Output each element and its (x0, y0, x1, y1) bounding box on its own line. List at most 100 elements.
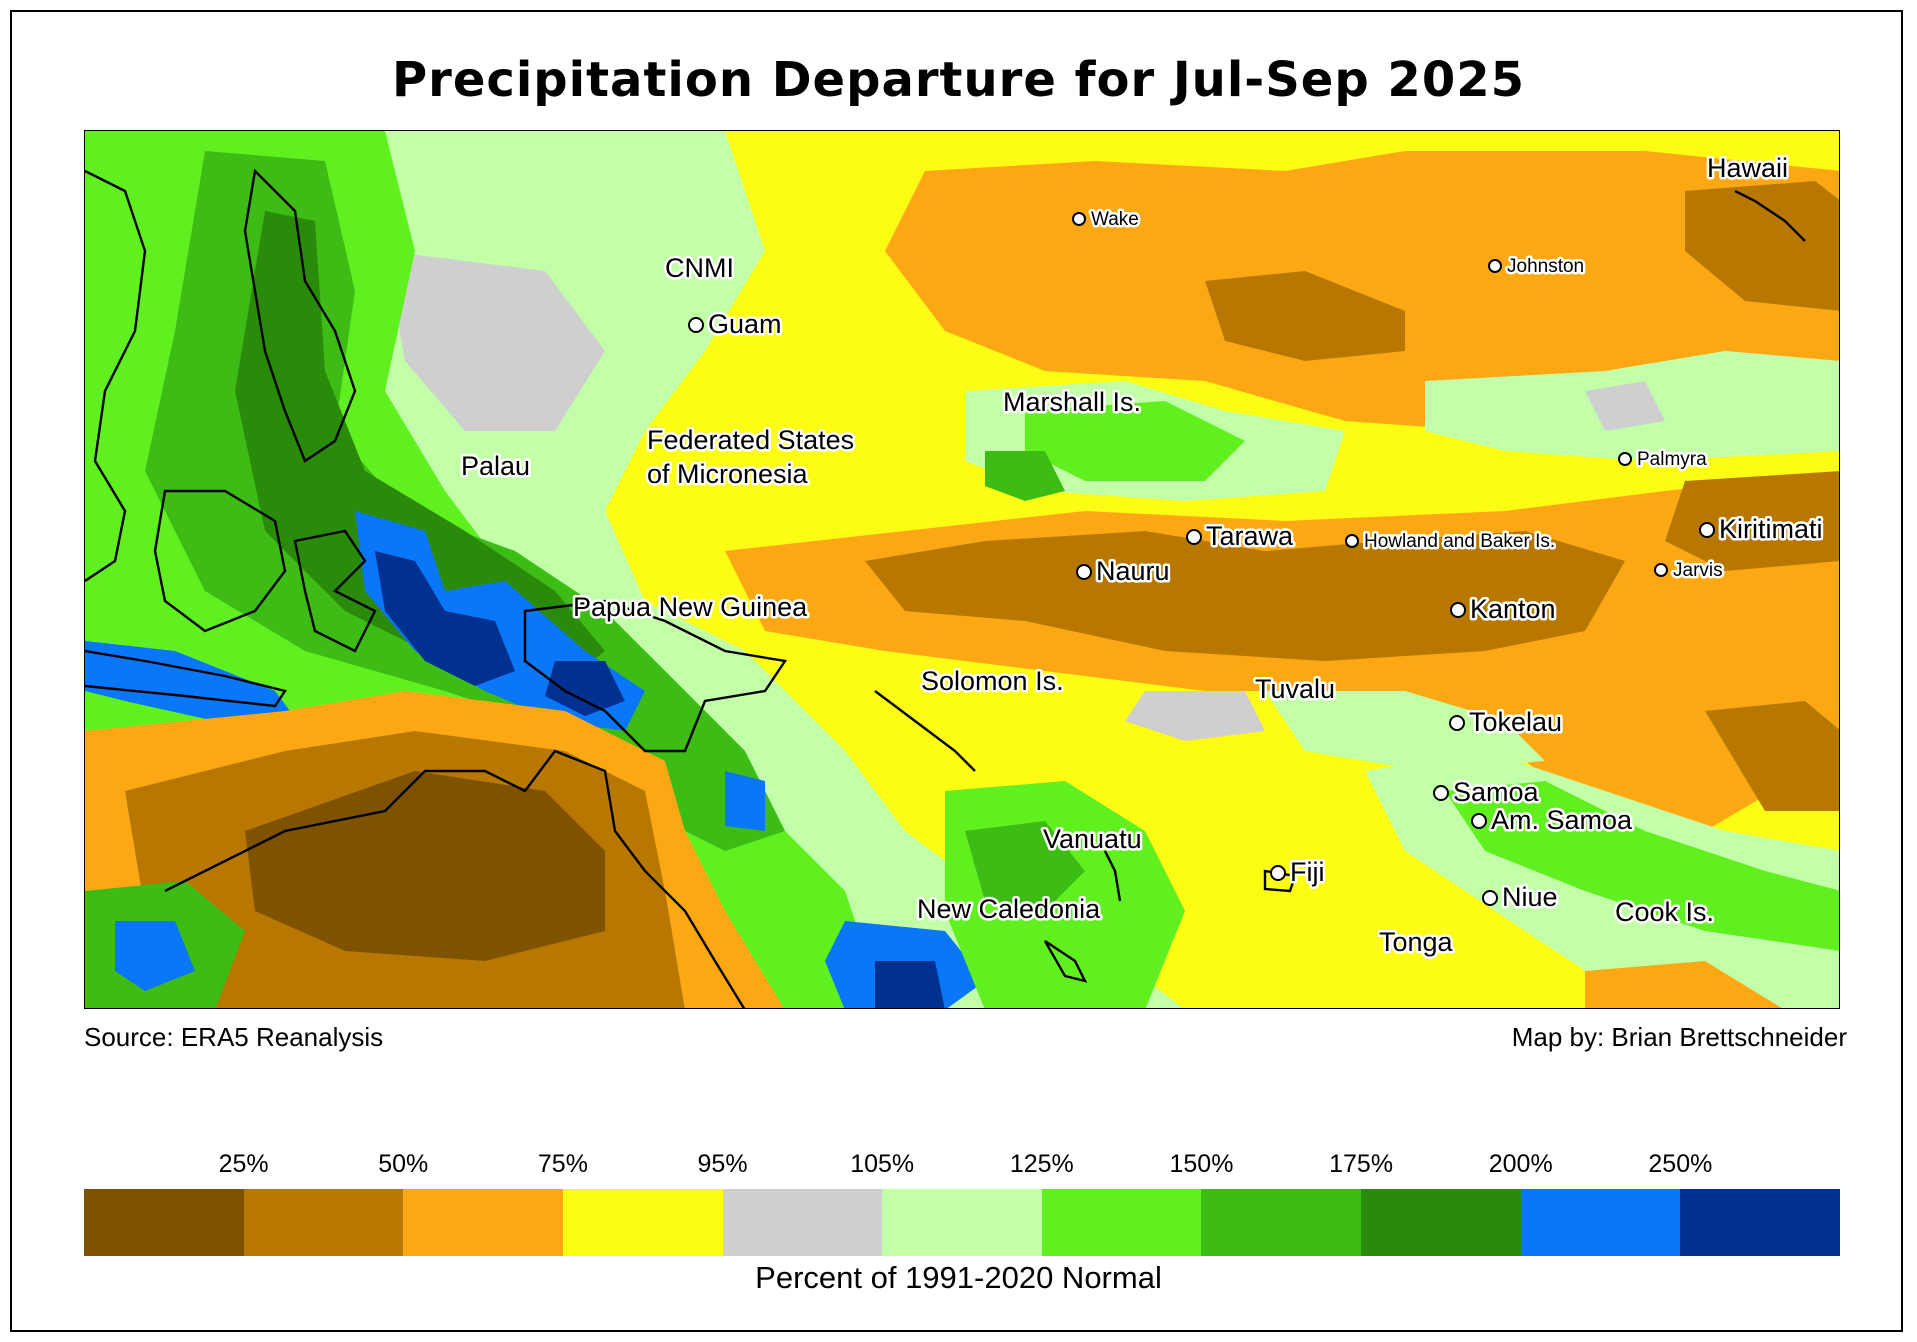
place-marker (1488, 259, 1502, 273)
place-palau: Palau (459, 449, 533, 484)
place-nauru: Nauru (1076, 554, 1172, 589)
place-label: Papua New Guinea (573, 592, 808, 622)
place-label: Kiritimati (1719, 514, 1823, 544)
legend-tick-label: 105% (850, 1150, 915, 1178)
place-labels-layer: Wake Johnston Hawaii CNMI Guam Marshall Is. Fe… (459, 151, 1826, 960)
place-label: of Micronesia (647, 459, 809, 489)
field-orange-cook (1585, 961, 1782, 1008)
place-label: Johnston (1507, 256, 1584, 277)
coastline-sulawesi (293, 529, 377, 653)
legend-swatch (243, 1189, 404, 1256)
legend-tick-label: 150% (1169, 1150, 1234, 1178)
coastline-hawaii (1734, 189, 1806, 242)
place-label: Howland and Baker Is. (1364, 531, 1555, 552)
place-marker (1699, 522, 1715, 538)
field-deep-blue-indonesia (375, 551, 515, 686)
field-darkest-green-west (235, 211, 605, 691)
place-marker (1345, 534, 1359, 548)
precipitation-map: Wake Johnston Hawaii CNMI Guam Marshall Is. Fe… (84, 130, 1840, 1009)
place-marker (1482, 890, 1498, 906)
place-marker (1433, 785, 1449, 801)
legend-tick-label: 50% (378, 1150, 429, 1178)
place-label: Federated States (647, 425, 854, 455)
place-label: Solomon Is. (921, 666, 1064, 696)
place-hawaii: Hawaii (1705, 151, 1791, 186)
place-label: Tuvalu (1255, 674, 1335, 704)
coastline-vanuatu (1103, 850, 1122, 902)
place-niue: Niue (1482, 880, 1560, 915)
place-marker (1076, 564, 1092, 580)
field-brown-equator (865, 531, 1625, 661)
place-kiritimati: Kiritimati (1699, 512, 1825, 547)
field-grey-west (385, 251, 605, 431)
map-credit: Map by: Brian Brettschneider (1511, 1022, 1847, 1052)
field-deep-blue-png (545, 661, 625, 716)
place-label: Am. Samoa (1491, 805, 1633, 835)
place-kanton: Kanton (1450, 592, 1558, 627)
place-label: Jarvis (1673, 560, 1723, 581)
place-marshall-is: Marshall Is. (1001, 385, 1144, 420)
field-grey-east (1585, 381, 1665, 431)
field-brown-southeast (1705, 701, 1839, 811)
place-papua-new-guinea: Papua New Guinea (571, 590, 811, 625)
field-darkbrown-australia (245, 771, 605, 961)
legend-swatch (84, 1189, 244, 1256)
legend-color-bar (84, 1189, 1841, 1256)
legend-tick-label: 250% (1648, 1150, 1713, 1178)
field-grey-tuvalu (1125, 691, 1265, 741)
legend-swatch (403, 1189, 563, 1256)
place-label: Marshall Is. (1003, 387, 1141, 417)
place-fiji: Fiji (1270, 855, 1327, 890)
place-marker (1270, 865, 1286, 881)
place-label: Tonga (1379, 927, 1454, 957)
place-tuvalu: Tuvalu (1253, 672, 1338, 707)
legend-swatch (1520, 1189, 1681, 1256)
field-deep-blue-tasman (875, 961, 945, 1008)
place-jarvis: Jarvis (1654, 558, 1725, 584)
map-title: Precipitation Departure for Jul-Sep 2025 (391, 52, 1526, 108)
field-green-marshall (1025, 401, 1245, 481)
legend-tick-label: 200% (1488, 1150, 1553, 1178)
place-label: Cook Is. (1615, 897, 1714, 927)
coastline-new-guinea (523, 599, 788, 753)
legend-tick-label: 95% (697, 1150, 748, 1178)
place-label: Wake (1091, 209, 1139, 230)
place-marker (1450, 602, 1466, 618)
field-green-spcz (1445, 781, 1839, 951)
place-vanuatu: Vanuatu (1041, 822, 1145, 857)
place-wake: Wake (1072, 207, 1141, 233)
place-label: Hawaii (1707, 153, 1788, 183)
place-label: Tokelau (1469, 707, 1562, 737)
legend-swatch (882, 1189, 1042, 1256)
field-light-green-tokelau (1265, 691, 1545, 771)
place-label: Palau (461, 451, 530, 481)
legend-tick-label: 125% (1009, 1150, 1074, 1178)
place-marker (1072, 212, 1086, 226)
place-cook-is: Cook Is. (1613, 895, 1717, 930)
place-label: Vanuatu (1043, 824, 1142, 854)
field-blue-png-south (725, 771, 765, 831)
coastline-solomon (874, 690, 976, 772)
coastline-australia (164, 749, 746, 1008)
place-marker (1471, 813, 1487, 829)
place-label: CNMI (665, 253, 734, 283)
figure-frame (10, 10, 1903, 1332)
place-am-samoa: Am. Samoa (1471, 803, 1636, 838)
place-label: Niue (1502, 882, 1558, 912)
legend-swatch (1201, 1189, 1362, 1256)
place-label: Palmyra (1637, 449, 1707, 470)
field-brown-hawaii (1685, 181, 1839, 311)
place-tonga: Tonga (1377, 925, 1457, 960)
legend-tick-labels: 25% 50% 75% 95% 105% 125% 150% 175% 200% 250% (84, 1150, 1840, 1184)
field-dark-green-vanuatu (965, 821, 1085, 911)
place-marker (1449, 715, 1465, 731)
place-new-caledonia: New Caledonia (915, 892, 1104, 927)
place-marker (1618, 452, 1632, 466)
place-tarawa: Tarawa (1186, 519, 1297, 554)
place-guam: Guam (688, 307, 784, 342)
coastline-new-caledonia (1043, 940, 1088, 983)
place-howland-and-baker-is: Howland and Baker Is. (1345, 529, 1558, 555)
legend-swatch (562, 1189, 723, 1256)
coastline-philippines (243, 168, 357, 463)
place-label: Nauru (1096, 556, 1170, 586)
